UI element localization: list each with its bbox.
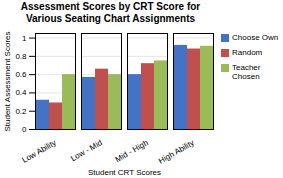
html-text:Random: Random: [232, 48, 263, 57]
svg-text:1: 1: [22, 34, 27, 43]
svg-text:Low Ability: Low Ability: [21, 138, 58, 165]
svg-text:Mid - High: Mid - High: [114, 138, 150, 164]
html-text:Choose Own: Choose Own: [232, 33, 279, 42]
svg-text:Student Assessment Scores: Student Assessment Scores: [3, 31, 12, 131]
svg-text:Low - Mid: Low - Mid: [69, 138, 104, 163]
svg-text:0.8: 0.8: [15, 52, 27, 61]
svg-text:Student CRT Scores: Student CRT Scores: [88, 168, 161, 177]
svg-text:High Ability: High Ability: [157, 138, 196, 166]
svg-text:0.6: 0.6: [15, 70, 27, 79]
svg-text:0.2: 0.2: [15, 107, 27, 116]
svg-text:0.4: 0.4: [15, 88, 27, 97]
svg-text:0: 0: [22, 125, 27, 134]
html-text:Assessment Scores by CRT Score: Assessment Scores by CRT Score for Vario…: [20, 1, 201, 24]
html-text:Teacher Chosen: Teacher Chosen: [232, 63, 261, 81]
